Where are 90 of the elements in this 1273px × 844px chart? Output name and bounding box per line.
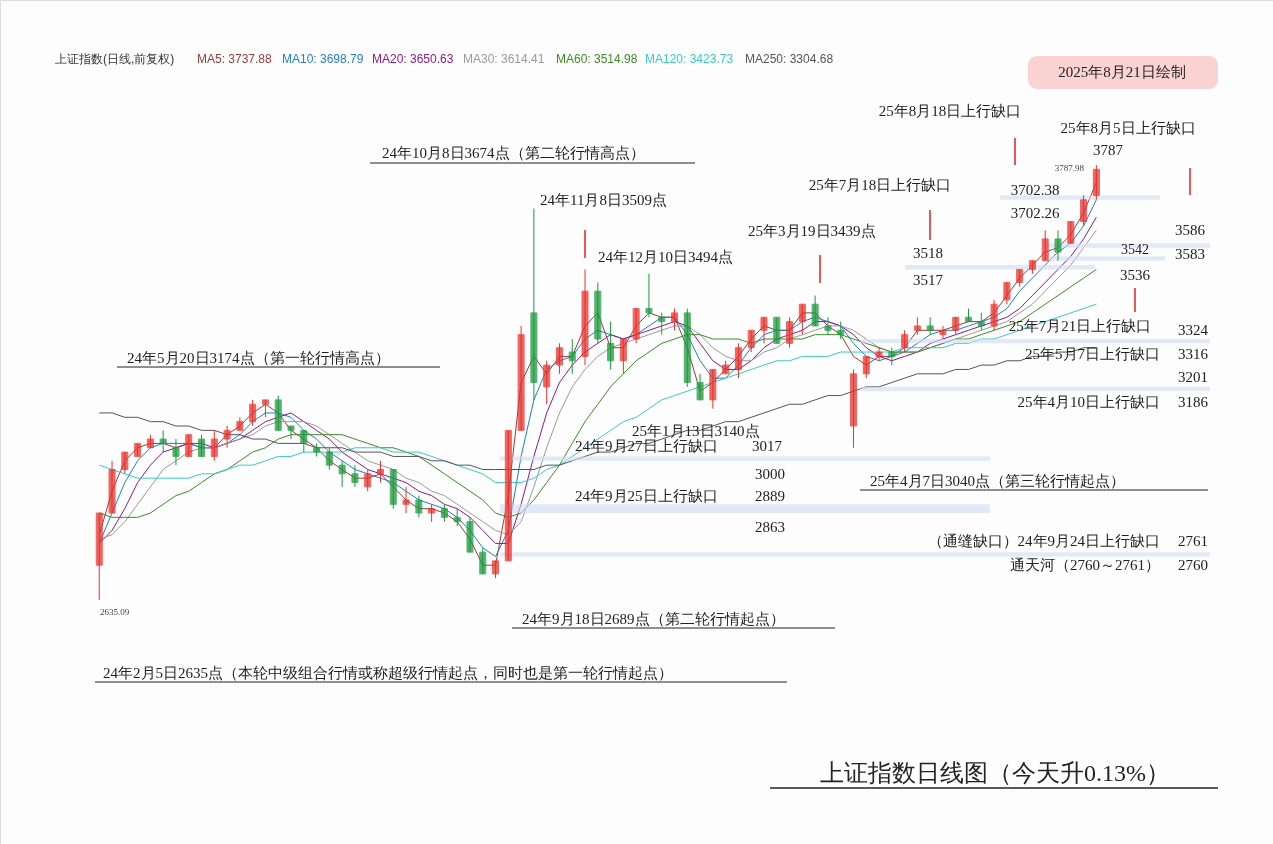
- candlestick: [351, 464, 359, 488]
- text: 3316: [1178, 346, 1209, 362]
- candlestick: [1067, 221, 1075, 244]
- text: MA30: 3614.41: [463, 52, 545, 66]
- text: 24年9月18日2689点（第二轮行情起点）: [522, 611, 785, 627]
- text: 2761: [1178, 533, 1208, 549]
- text: MA5: 3737.88: [197, 52, 273, 66]
- band-label: （通缝缺口）24年9月24日上行缺口: [927, 533, 1160, 549]
- text: 3536: [1120, 267, 1151, 283]
- text: 25年8月5日上行缺口: [1060, 120, 1196, 136]
- annotation: 24年5月20日3174点（第一轮行情高点）: [127, 350, 390, 366]
- text: 3186: [1178, 394, 1209, 410]
- candlestick: [671, 308, 679, 331]
- candlestick: [479, 547, 487, 575]
- annotation: 24年12月10日3494点: [598, 249, 733, 265]
- annotation: 3702.38: [1010, 182, 1060, 198]
- candlestick: [645, 273, 653, 318]
- annotation: 2889: [755, 488, 785, 504]
- text: 3201: [1178, 369, 1208, 385]
- annotation: 24年11月8日3509点: [540, 192, 667, 208]
- annotation: 通天河（2760～2761）: [1010, 557, 1160, 573]
- candlestick: [402, 486, 410, 514]
- candlestick: [300, 429, 308, 453]
- text: MA60: 3514.98: [556, 52, 638, 66]
- text: 上证指数日线图（今天升0.13%）: [820, 760, 1170, 786]
- annotation: 3787.98: [1054, 163, 1085, 173]
- candlestick: [376, 460, 384, 484]
- candlestick: [1080, 194, 1088, 227]
- candlestick: [862, 355, 870, 379]
- text: 3583: [1175, 246, 1205, 262]
- candlestick: [338, 460, 346, 488]
- candlestick: [1054, 229, 1062, 262]
- candlestick: [543, 360, 551, 405]
- candlestick: [249, 399, 257, 427]
- annotation: 3517: [913, 272, 944, 288]
- annotation: 25年3月19日3439点: [748, 223, 876, 239]
- candlestick: [811, 295, 819, 327]
- candlestick: [734, 342, 742, 379]
- candlestick: [172, 438, 180, 466]
- text: 3787: [1093, 142, 1124, 158]
- candlestick: [696, 373, 704, 401]
- legend-title: 上证指数(日线,前复权): [55, 52, 175, 66]
- candlestick: [325, 447, 333, 470]
- candlestick: [159, 429, 167, 453]
- candlestick: [875, 347, 883, 362]
- candlestick: [223, 425, 231, 449]
- text: 24年10月8日3674点（第二轮行情高点）: [382, 145, 645, 161]
- text: MA120: 3423.73: [645, 52, 734, 66]
- text: MA20: 3650.63: [372, 52, 454, 66]
- annotation: 25年4月7日3040点（第三轮行情起点）: [870, 473, 1125, 489]
- candlestick: [798, 303, 806, 336]
- candlestick: [555, 342, 563, 375]
- candlestick: [824, 316, 832, 336]
- candlestick: [198, 434, 206, 457]
- candlestick: [607, 321, 615, 370]
- candlestick: [747, 329, 755, 353]
- candlestick: [1003, 281, 1011, 305]
- text: MA10: 3698.79: [282, 52, 364, 66]
- text: 25年8月18日上行缺口: [878, 103, 1022, 119]
- candlestick: [287, 425, 295, 440]
- annotation: 2863: [755, 519, 785, 535]
- candlestick: [185, 434, 193, 457]
- candlestick: [990, 299, 998, 331]
- candlestick: [760, 316, 768, 344]
- candlestick: [939, 325, 947, 340]
- candlestick: [901, 329, 909, 353]
- text: MA250: 3304.68: [745, 52, 834, 66]
- text: 2760: [1178, 557, 1208, 573]
- candlestick: [568, 338, 576, 375]
- annotation: 3017: [752, 438, 783, 454]
- candlestick: [364, 469, 372, 492]
- candlestick: [210, 429, 218, 462]
- text: 3324: [1178, 322, 1209, 338]
- text: 2025年8月21日绘制: [1058, 64, 1186, 80]
- candlestick: [121, 451, 129, 475]
- candlestick: [619, 338, 627, 375]
- candlestick: [1041, 229, 1049, 262]
- annotation: 3000: [755, 466, 785, 482]
- candlestick: [658, 312, 666, 336]
- annotation: 25年7月18日上行缺口: [808, 177, 952, 193]
- candlestick: [415, 495, 423, 518]
- annotation: 3702.26: [1010, 205, 1060, 221]
- annotation: 3518: [913, 245, 943, 261]
- band-label: 24年9月25日上行缺口: [575, 488, 718, 504]
- text: 3586: [1175, 222, 1206, 238]
- text: 2635.09: [100, 607, 130, 617]
- text: 3542: [1121, 242, 1149, 257]
- band-label: 25年4月10日上行缺口: [1017, 394, 1160, 410]
- text: 24年2月5日2635点（本轮中级组合行情或称超级行情起点，同时也是第一轮行情起点）: [103, 665, 673, 681]
- candlestick: [786, 316, 794, 349]
